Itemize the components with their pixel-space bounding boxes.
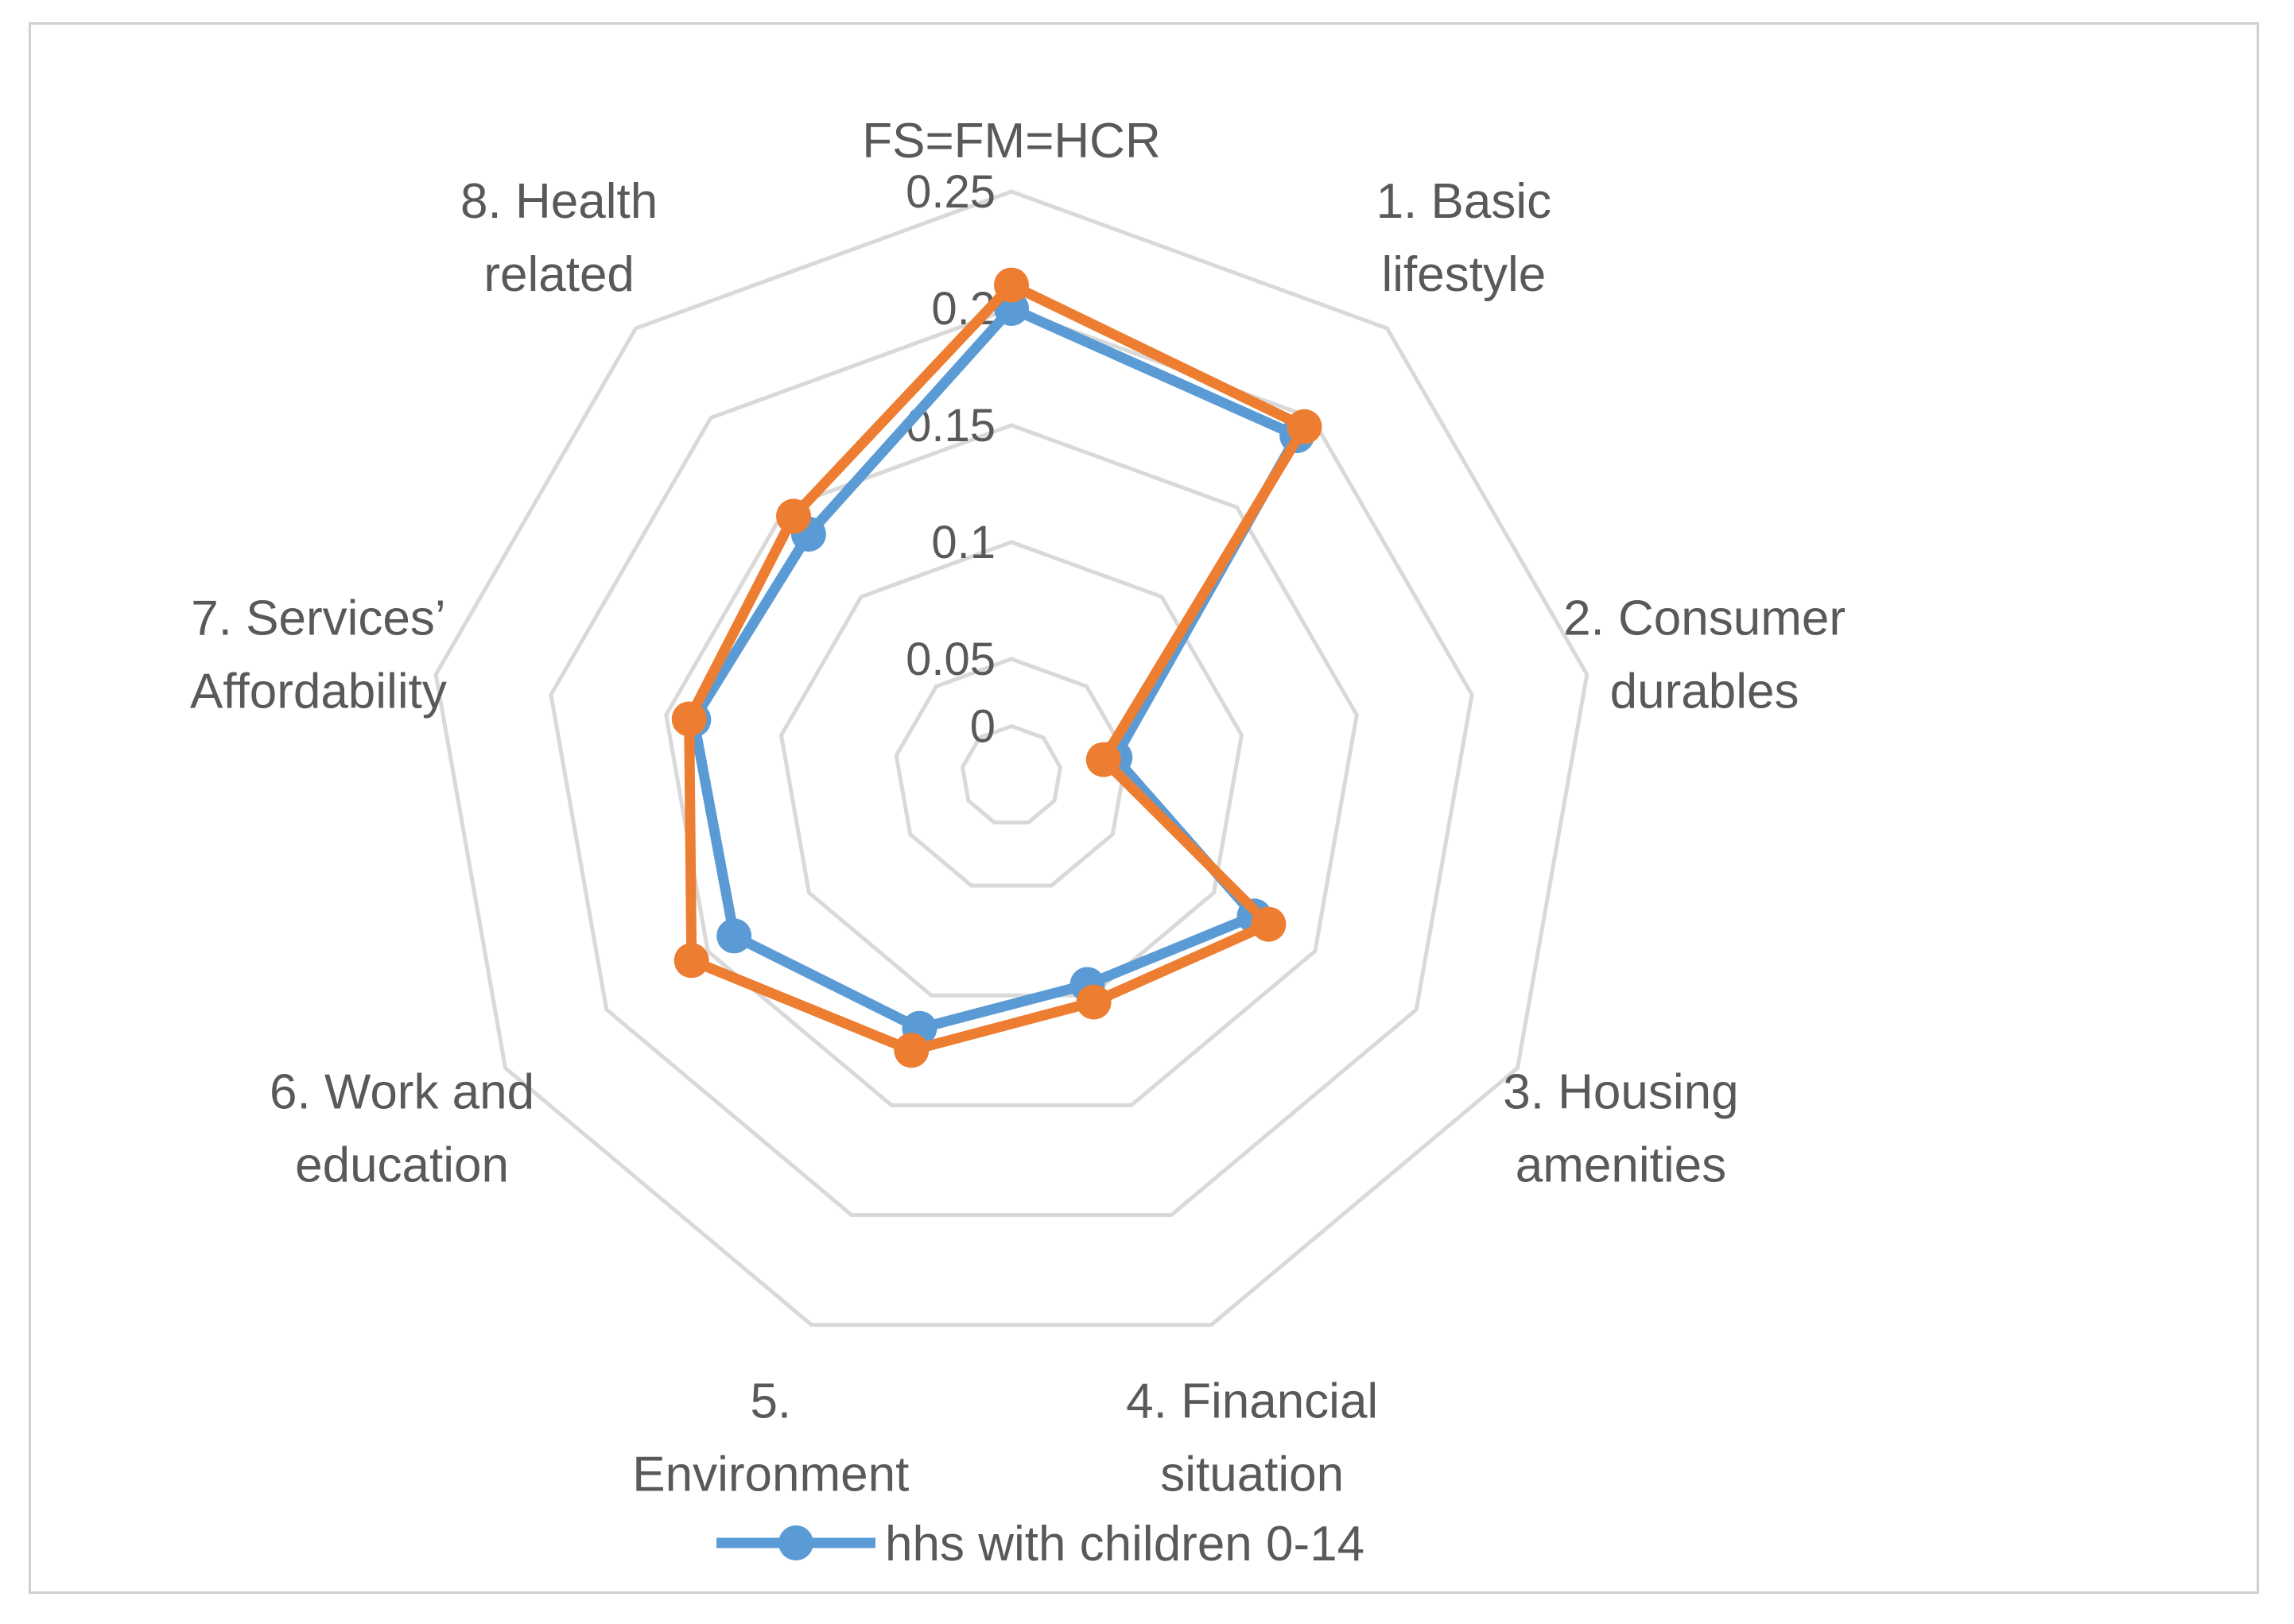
data-point <box>716 918 752 954</box>
tick-label: 0.1 <box>931 517 996 568</box>
axis-label-6: 6. Work and education <box>270 1065 534 1193</box>
grid-ring-4 <box>549 306 1474 1217</box>
series-line <box>684 280 1310 1056</box>
grid-ring-5 <box>433 189 1589 1327</box>
axis-label-3: 3. Housing amenities <box>1503 1065 1738 1193</box>
data-point <box>1287 409 1322 444</box>
data-point <box>673 943 709 979</box>
data-point <box>994 267 1029 303</box>
tick-label: 0.25 <box>906 166 996 218</box>
grid-ring-3 <box>664 423 1359 1107</box>
grid-ring-1 <box>894 657 1129 888</box>
axis-label-2: 2. Consumer durables <box>1563 591 1846 719</box>
tick-label: 0.05 <box>906 634 996 685</box>
data-point <box>894 1033 930 1068</box>
radial-tick-labels: 00.050.10.150.20.25 <box>906 166 996 753</box>
axis-label-4: 4. Financial situation <box>1126 1374 1378 1502</box>
category-labels: FS=FM=HCR 1. Basic lifestyle 2. Consumer dur… <box>190 114 1846 1502</box>
series-1 <box>671 267 1322 1068</box>
data-point <box>1076 984 1112 1020</box>
axis-label-8: 8. Health related <box>460 174 658 302</box>
radar-grid <box>433 189 1589 1327</box>
grid-ring-2 <box>778 540 1244 998</box>
data-point <box>1085 742 1121 777</box>
grid-ring-0 <box>960 723 1063 825</box>
axis-label-5: 5. Environment <box>632 1374 909 1502</box>
legend-swatch-marker <box>778 1525 813 1560</box>
legend: hhs with children 0-14 <box>716 1517 1364 1572</box>
chart-frame: 0 0.05 0.1 0.15 0.2 0.25 FS=FM=HCR 1. Basic life… <box>29 22 2259 1594</box>
data-point <box>671 701 707 737</box>
legend-label: hhs with children 0-14 <box>885 1517 1364 1572</box>
data-point <box>776 498 811 534</box>
tick-label: 0 <box>970 701 996 753</box>
data-point <box>1251 906 1287 942</box>
axis-label-0: FS=FM=HCR <box>862 114 1160 169</box>
axis-label-1: 1. Basic lifestyle <box>1376 174 1552 302</box>
axis-label-7: 7. Services’ Affordability <box>190 591 447 719</box>
